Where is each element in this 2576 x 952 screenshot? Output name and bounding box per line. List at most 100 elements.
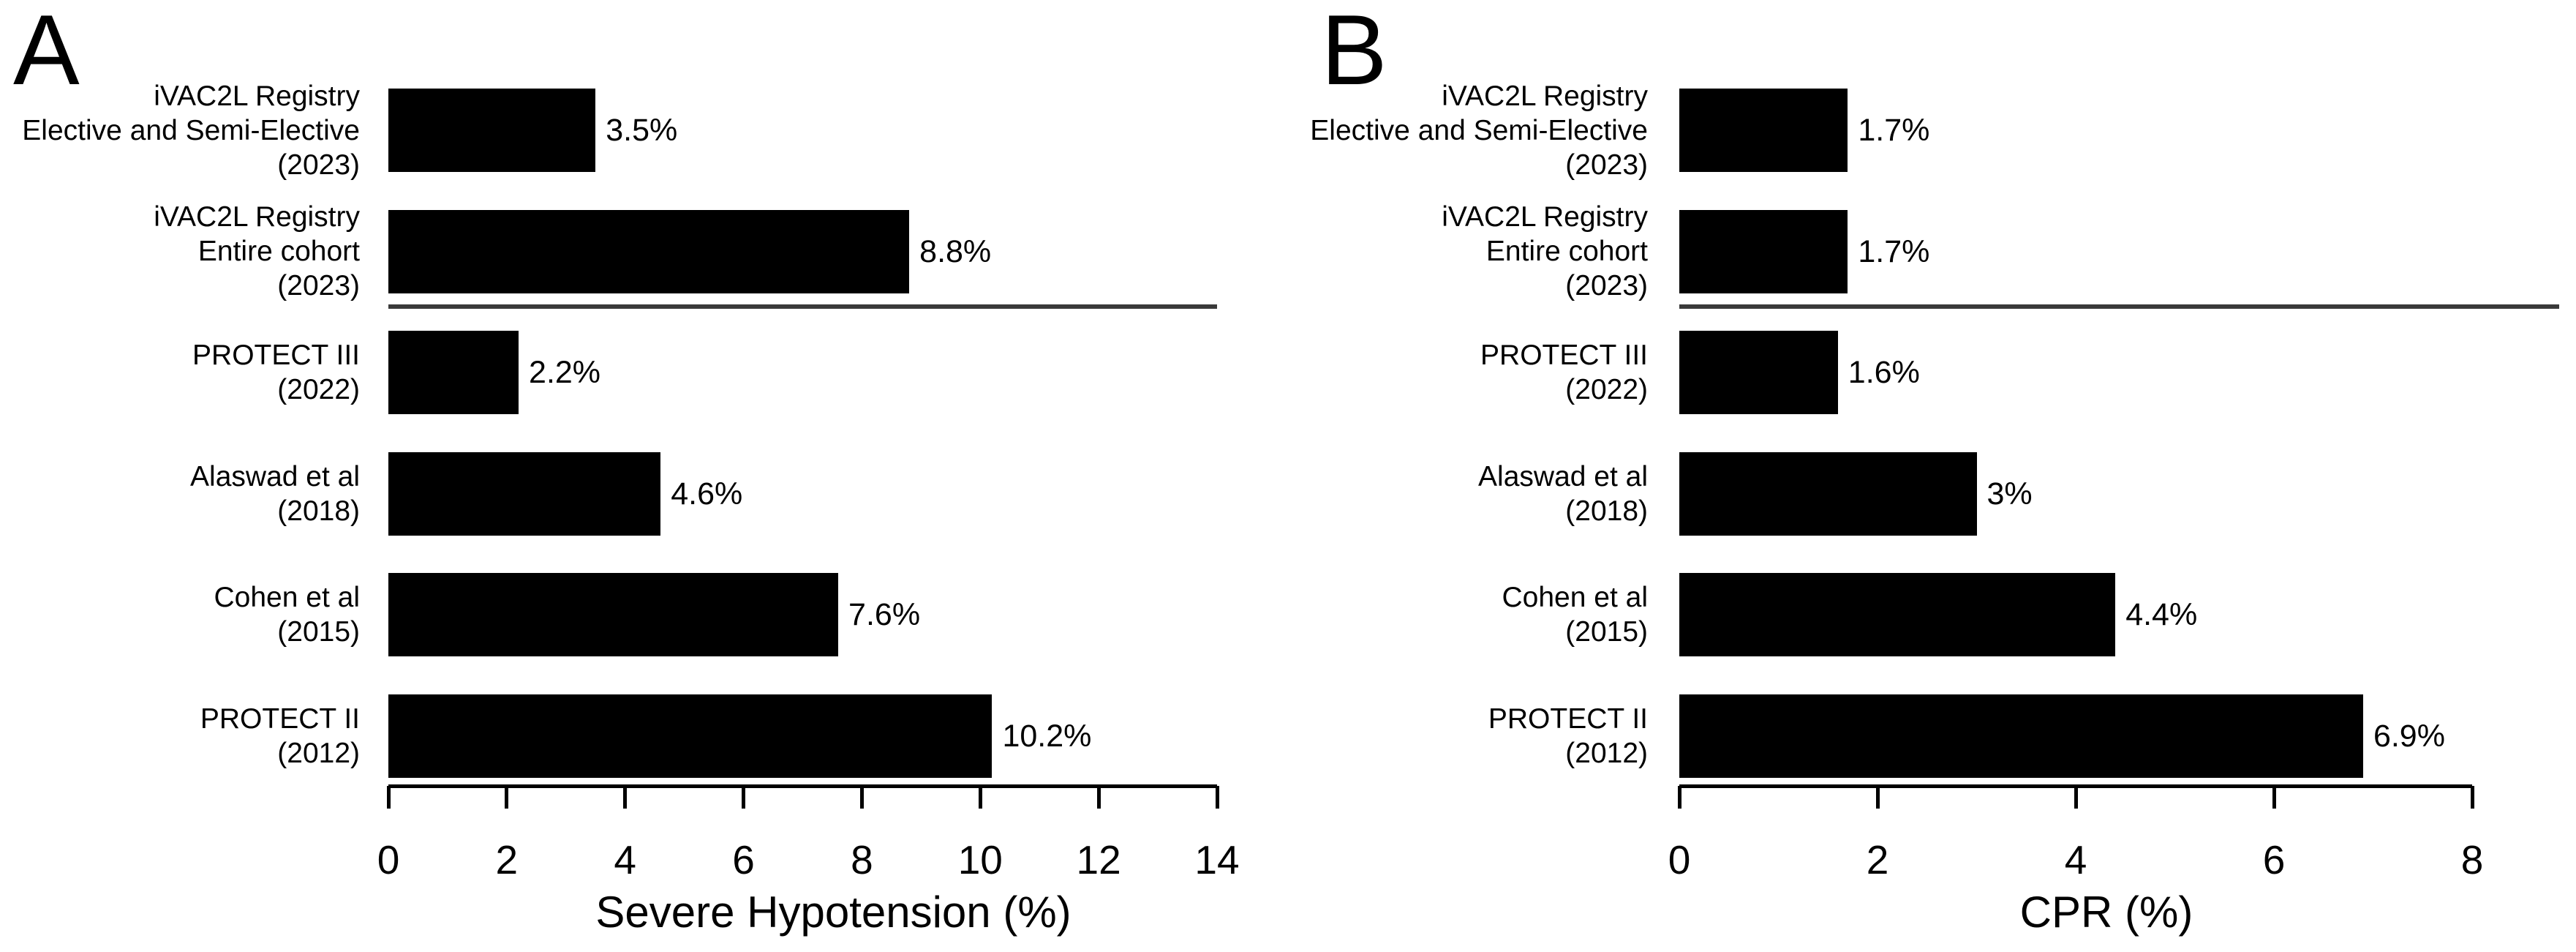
x-axis-tick — [1677, 786, 1681, 809]
panel-a-x-axis-title: Severe Hypotension (%) — [595, 888, 1072, 937]
category-label-line: Alaswad et al — [190, 460, 360, 492]
x-axis-tick-label: 6 — [2262, 837, 2286, 882]
category-label: PROTECT II (2012) — [1288, 702, 1648, 771]
value-label: 4.4% — [2125, 597, 2198, 633]
category-label-line: iVAC2L Registry — [1442, 201, 1648, 233]
x-axis-tick — [2074, 786, 2078, 809]
panel-a: A Severe Hypotension (%) iVAC2L Registry… — [0, 0, 1240, 937]
x-axis-tick-label: 4 — [614, 837, 636, 882]
category-label: iVAC2L Registry Elective and Semi-Electiv… — [0, 79, 360, 182]
category-label-line: (2023) — [277, 270, 360, 302]
category-label: iVAC2L Registry Entire cohort (2023) — [1288, 200, 1648, 303]
value-label: 1.7% — [1858, 113, 1930, 148]
panel-b-letter: B — [1321, 0, 1387, 105]
value-label: 8.8% — [919, 233, 992, 269]
category-label-line: (2018) — [277, 495, 360, 527]
separator-line — [1679, 304, 2559, 309]
category-label-line: Alaswad et al — [1478, 460, 1648, 492]
x-axis-tick-label: 8 — [2460, 837, 2484, 882]
x-axis-tick — [1875, 786, 1880, 809]
x-axis-tick-label: 2 — [1866, 837, 1889, 882]
panel-b-x-axis-title: CPR (%) — [2019, 888, 2193, 937]
value-label: 2.2% — [529, 355, 601, 391]
category-label-line: (2012) — [277, 738, 360, 769]
x-axis-tick-label: 6 — [732, 837, 755, 882]
category-label-line: (2022) — [277, 374, 360, 406]
category-label-line: (2023) — [1565, 270, 1648, 302]
category-label-line: PROTECT III — [192, 340, 360, 372]
x-axis-tick — [742, 786, 746, 809]
category-label-line: Elective and Semi-Elective — [22, 114, 360, 146]
x-axis-tick — [623, 786, 628, 809]
value-label: 3% — [1986, 476, 2033, 511]
separator-line — [388, 304, 1217, 309]
value-label: 6.9% — [2373, 719, 2445, 754]
bar — [388, 451, 661, 536]
bar — [1679, 89, 1848, 172]
category-label-line: Cohen et al — [214, 582, 360, 614]
category-label-line: Entire cohort — [1485, 236, 1648, 268]
category-label: Cohen et al (2015) — [0, 580, 360, 649]
category-label-line: PROTECT III — [1480, 340, 1648, 372]
value-label: 10.2% — [1002, 719, 1092, 754]
category-label-line: (2015) — [277, 616, 360, 648]
bar — [1679, 331, 1838, 415]
x-axis-tick-label: 0 — [377, 837, 400, 882]
panel-b: B CPR (%) iVAC2L Registry Elective and Se… — [1288, 0, 2576, 952]
category-label: Cohen et al (2015) — [1288, 580, 1648, 649]
category-label: Alaswad et al (2018) — [0, 460, 360, 528]
category-label: iVAC2L Registry Entire cohort (2023) — [0, 200, 360, 303]
bar — [388, 209, 910, 293]
panel-a-letter: A — [13, 0, 80, 105]
category-label-line: (2023) — [1565, 149, 1648, 181]
bar — [1679, 209, 1848, 293]
x-axis-tick — [1215, 786, 1219, 809]
x-axis-tick-label: 12 — [1076, 837, 1121, 882]
value-label: 3.5% — [606, 113, 678, 148]
bar — [388, 694, 993, 778]
x-axis-tick-label: 4 — [2064, 837, 2087, 882]
category-label: PROTECT III (2022) — [0, 338, 360, 407]
category-label-line: Entire cohort — [197, 236, 360, 268]
category-label-line: PROTECT II — [200, 703, 360, 735]
x-axis-tick — [2470, 786, 2474, 809]
bar — [1679, 573, 2116, 657]
category-label-line: (2018) — [1565, 495, 1648, 527]
value-label: 1.6% — [1848, 355, 1920, 391]
x-axis-tick — [2272, 786, 2276, 809]
x-axis-tick-label: 10 — [957, 837, 1003, 882]
value-label: 7.6% — [848, 597, 921, 633]
category-label-line: iVAC2L Registry — [154, 80, 360, 112]
x-axis-tick-label: 0 — [1668, 837, 1691, 882]
value-label: 4.6% — [671, 476, 743, 511]
x-axis-line — [388, 784, 1217, 788]
category-label-line: (2015) — [1565, 616, 1648, 648]
category-label-line: iVAC2L Registry — [154, 201, 360, 233]
category-label-line: (2023) — [277, 149, 360, 181]
category-label: Alaswad et al (2018) — [1288, 460, 1648, 528]
category-label-line: Cohen et al — [1502, 582, 1648, 614]
x-axis-tick-label: 2 — [495, 837, 519, 882]
category-label: iVAC2L Registry Elective and Semi-Electiv… — [1288, 79, 1648, 182]
x-axis-tick — [978, 786, 982, 809]
x-axis-tick — [859, 786, 864, 809]
bar — [388, 573, 839, 657]
value-label: 1.7% — [1858, 233, 1930, 269]
category-label: PROTECT III (2022) — [1288, 338, 1648, 407]
bar — [1679, 451, 1977, 536]
x-axis-tick — [505, 786, 509, 809]
category-label-line: (2012) — [1565, 738, 1648, 769]
bar — [1679, 694, 2363, 778]
x-axis-tick-label: 8 — [851, 837, 873, 882]
category-label-line: (2022) — [1565, 374, 1648, 406]
x-axis-tick-label: 14 — [1194, 837, 1240, 882]
bar — [388, 89, 596, 172]
bar — [388, 331, 519, 415]
category-label-line: iVAC2L Registry — [1442, 80, 1648, 112]
category-label: PROTECT II (2012) — [0, 702, 360, 771]
category-label-line: Elective and Semi-Elective — [1310, 114, 1648, 146]
x-axis-tick — [1096, 786, 1101, 809]
category-label-line: PROTECT II — [1488, 703, 1648, 735]
x-axis-tick — [386, 786, 391, 809]
